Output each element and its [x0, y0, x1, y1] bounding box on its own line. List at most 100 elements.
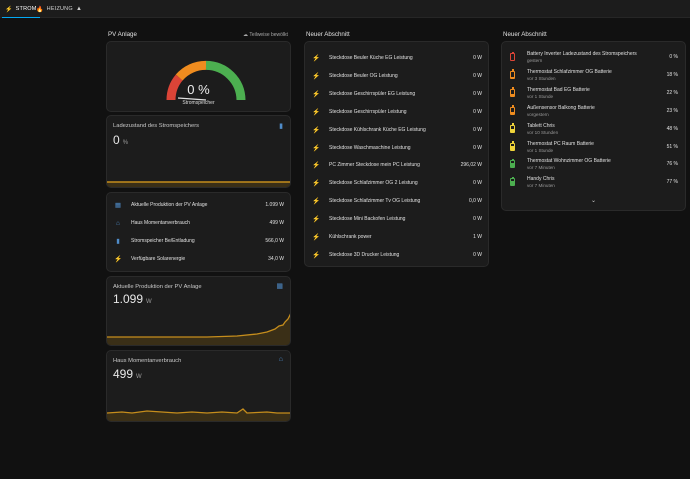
battery-icon: ▮ [279, 123, 283, 130]
entity-label: Außensensor Balkong Batterie [527, 104, 595, 111]
entity-label: Steckdose Mini Backofen Leistung [329, 216, 406, 223]
battery-icon [510, 176, 515, 187]
entity-label: Steckdose Geschirrspüler EG Leistung [329, 90, 416, 97]
entity-value: 0 W [473, 108, 482, 115]
battery-icon [510, 87, 515, 97]
entity-value: 23 % [666, 107, 678, 114]
gauge-label: Stromspeicher [182, 100, 215, 106]
lightning-icon: ⚡ [311, 180, 321, 188]
lightning-icon: ⚡ [311, 72, 321, 80]
top-navigation: ⚡ STROM 🔥 HEIZUNG ▲ [0, 0, 690, 18]
entity-label: Handy Chris [527, 176, 555, 183]
power-entity-row[interactable]: ⚡ Steckdose Kühlschrank Küche EG Leistung… [305, 121, 488, 139]
power-entity-row[interactable]: ⚡ PC Zimmer Steckdose mein PC Leistung 296… [305, 156, 488, 174]
entity-row-solar[interactable]: ⚡ Verfügbare Solarenergie 34,0 W [107, 250, 290, 268]
lightning-icon: ⚡ [311, 234, 321, 241]
power-entity-row[interactable]: ⚡ Steckdose Mini Backofen Leistung 0 W [305, 210, 488, 228]
lightning-icon: ⚡ [311, 90, 321, 98]
column-title: Neuer Abschnitt [306, 31, 350, 38]
tab-label: STROM [15, 6, 37, 12]
entity-label: Verfügbare Solarenergie [131, 256, 186, 262]
battery-entity-row[interactable]: Handy Chris vor 7 Minuten 77 % [502, 174, 685, 192]
lightning-icon: ⚡ [311, 251, 321, 259]
home-icon: ⌂ [278, 356, 283, 363]
entity-label: Battery Inverter Ladezustand des Stromsp… [527, 51, 637, 57]
entity-row-consumption[interactable]: ⌂ Haus Momentanverbrauch 499 W [107, 214, 290, 232]
entity-value: 0 W [473, 251, 482, 258]
entity-label: Thermostat Bad EG Batterie [527, 86, 590, 93]
entity-last-changed: vor 1 Stunde [527, 147, 554, 153]
chevron-down-icon[interactable]: ⌄ [590, 198, 597, 204]
power-entity-row[interactable]: ⚡ Kühlschrank power 1 W [305, 228, 488, 246]
entity-row-production[interactable]: ▦ Aktuelle Produktion der PV Anlage 1.09… [107, 196, 290, 214]
consumption-value: 499 W [113, 367, 142, 381]
battery-gauge [166, 60, 246, 101]
entity-value: 0 W [473, 72, 482, 79]
battery-entity-row[interactable]: Thermostat PC Raum Batterie vor 1 Stunde 5… [502, 139, 685, 157]
lightning-icon: ⚡ [311, 162, 321, 170]
consumption-sensor-card[interactable]: Haus Momentanverbrauch ⌂ 499 W [106, 350, 291, 422]
home-icon: ⌂ [116, 219, 120, 227]
battery-entities-card: Battery Inverter Ladezustand des Stromsp… [501, 41, 686, 211]
battery-icon: ▮ [116, 238, 120, 245]
charge-value: 0% [113, 133, 129, 147]
power-entity-row[interactable]: ⚡ Steckdose Beuler OG Leistung 0 W [305, 67, 488, 85]
power-entity-row[interactable]: ⚡ Steckdose 3D Drucker Leistung 0 W [305, 246, 488, 264]
entity-label: Tablett Chris [527, 122, 555, 129]
entity-label: Thermostat Schlafzimmer OG Batterie [527, 68, 612, 75]
tab-label: HEIZUNG [46, 6, 73, 12]
entity-value: 0 % [669, 54, 678, 60]
entity-label: Stromspeicher Be/Entladung [131, 238, 195, 244]
battery-entity-row[interactable]: Thermostat Bad EG Batterie vor 1 Stunde 22… [502, 85, 685, 103]
entity-value: 0,0 W [468, 198, 482, 205]
production-sensor-card[interactable]: Aktuelle Produktion der PV Anlage ▦ 1.09… [106, 276, 291, 346]
power-entity-row[interactable]: ⚡ Steckdose Waschmaschine Leistung 0 W [305, 139, 488, 157]
lightning-icon: ⚡ [113, 256, 123, 263]
gauge-value: 0 % [187, 82, 210, 97]
entity-value: 566,0 W [265, 238, 284, 244]
entity-value: 499 W [269, 220, 284, 226]
entity-value: 76 % [666, 161, 678, 168]
entity-label: Steckdose Schlafzimmer Tv OG Leistung [329, 198, 421, 205]
lightning-icon: ⚡ [311, 216, 321, 224]
power-entity-row[interactable]: ⚡ Steckdose Geschirrspüler EG Leistung 0 W [305, 85, 488, 103]
entity-label: Thermostat Wohnzimmer OG Batterie [527, 158, 611, 165]
entity-label: Steckdose Kühlschrank Küche EG Leistung [329, 126, 426, 133]
entity-value: 0 W [473, 144, 482, 151]
battery-icon [510, 105, 515, 115]
battery-icon [510, 141, 515, 151]
lightning-icon: ⚡ [5, 6, 13, 13]
lightning-icon: ⚡ [311, 108, 321, 116]
gauge-card[interactable]: 0 % Stromspeicher [106, 41, 291, 112]
battery-entity-row[interactable]: Thermostat Wohnzimmer OG Batterie vor 7 M… [502, 156, 685, 174]
entity-row-storage[interactable]: ▮ Stromspeicher Be/Entladung 566,0 W [107, 232, 290, 250]
column-title: Neuer Abschnitt [503, 31, 547, 38]
entity-label: Haus Momentanverbrauch [131, 220, 190, 226]
battery-icon [510, 69, 515, 79]
power-entity-row[interactable]: ⚡ Steckdose Beuler Küche EG Leistung 0 W [305, 49, 488, 67]
tab-strom[interactable]: ⚡ STROM [2, 0, 40, 18]
battery-entity-row[interactable]: Thermostat Schlafzimmer OG Batterie vor 3… [502, 67, 685, 85]
entity-label: Steckdose 3D Drucker Leistung [329, 251, 400, 258]
entity-label: Steckdose Geschirrspüler Leistung [329, 108, 407, 115]
power-entity-row[interactable]: ⚡ Steckdose Geschirrspüler Leistung 0 W [305, 103, 488, 121]
entity-label: Steckdose Beuler Küche EG Leistung [329, 55, 413, 61]
tab-network[interactable]: ▲ [73, 0, 88, 18]
lightning-icon: ⚡ [311, 198, 321, 206]
consumption-sparkline [107, 408, 290, 421]
tab-heizung[interactable]: 🔥 HEIZUNG [33, 0, 76, 18]
power-entity-row[interactable]: ⚡ Steckdose Schlafzimmer Tv OG Leistung 0,… [305, 192, 488, 210]
card-title: Aktuelle Produktion der PV Anlage [113, 284, 202, 290]
entity-label: Kühlschrank power [329, 234, 372, 240]
battery-entity-row[interactable]: Tablett Chris vor 10 Stunden 48 % [502, 121, 685, 139]
entity-label: Steckdose Beuler OG Leistung [329, 72, 398, 79]
entity-last-changed: vor 7 Minuten [527, 165, 555, 171]
charge-sensor-card[interactable]: Ladezustand des Stromspeichers ▮ 0% [106, 115, 291, 188]
entity-value: 22 % [666, 89, 678, 96]
entity-value: 18 % [666, 71, 678, 78]
battery-entity-row[interactable]: Außensensor Balkong Batterie vorgestern 23… [502, 103, 685, 121]
entity-last-changed: gestern [527, 58, 543, 63]
power-entity-row[interactable]: ⚡ Steckdose Schlafzimmer OG 2 Leistung 0 W [305, 174, 488, 192]
battery-entity-row[interactable]: Battery Inverter Ladezustand des Stromsp… [502, 49, 685, 67]
entity-value: 296,02 W [460, 162, 482, 169]
